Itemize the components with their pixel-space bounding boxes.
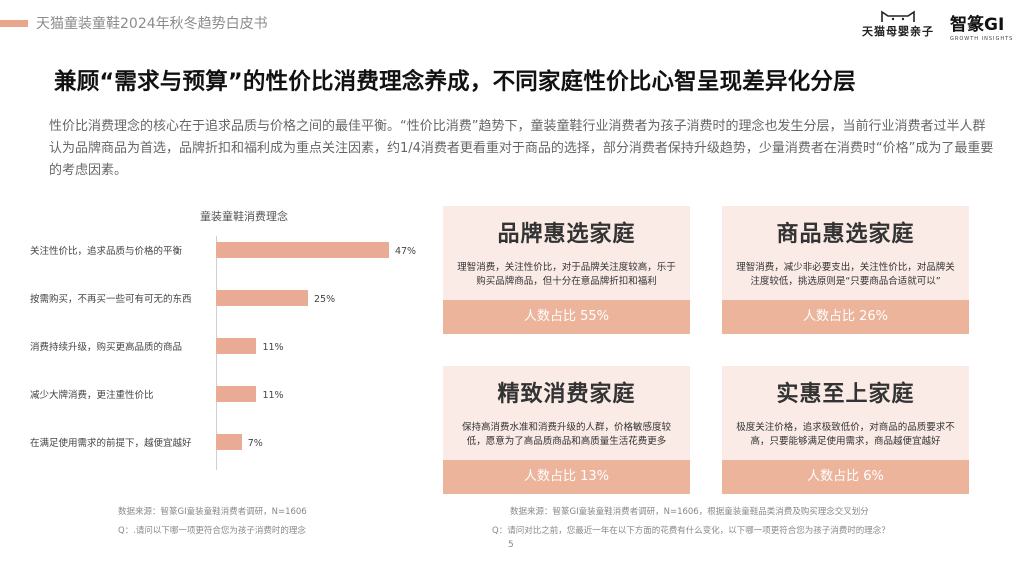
card-title: 精致消费家庭 <box>497 382 636 407</box>
card-title: 商品惠选家庭 <box>776 222 915 247</box>
chart-value-label: 25% <box>314 294 336 305</box>
chart-category-label: 消费持续升级，购买更高品质的商品 <box>30 342 183 353</box>
card-title: 实惠至上家庭 <box>776 382 915 407</box>
header-accent-bar <box>0 20 28 27</box>
chart-value-label: 7% <box>247 438 263 449</box>
card-price-first-family: 实惠至上家庭 极度关注价格，追求极致低价，对商品的品质要求不高，只要能够满足使用… <box>722 366 969 494</box>
chart-value-label: 11% <box>262 342 284 353</box>
card-share: 人数占比 55% <box>443 300 690 334</box>
card-description: 极度关注价格，追求极致低价，对商品的品质要求不高，只要能够满足使用需求，商品越便… <box>736 422 955 447</box>
top-bar: 天猫童装童鞋2024年秋冬趋势白皮书 天猫母婴亲子 智篆GI GROWTH IN… <box>0 0 1024 50</box>
chart-bar <box>216 242 389 258</box>
card-share: 人数占比 6% <box>722 460 969 494</box>
tmall-cat-icon <box>881 10 915 22</box>
card-description: 保持高消费水准和消费升级的人群，价格敏感度较低，愿意为了高品质商品和高质量生活花… <box>461 422 671 447</box>
consumption-concept-bar-chart: 童装童鞋消费理念 关注性价比，追求品质与价格的平衡 47% 按需购买，不再买一些可有… <box>20 200 440 490</box>
chart-bar <box>216 386 257 402</box>
chart-bar <box>216 290 308 306</box>
left-survey-question: Q：.请问以下哪一项更符合您为孩子消费时的理念 <box>118 526 306 536</box>
chart-value-label: 47% <box>394 246 417 257</box>
page-number: 5 <box>508 540 514 550</box>
chart-bar <box>216 338 257 354</box>
chart-category-label: 按需购买，不再买一些可有可无的东西 <box>30 294 192 305</box>
tmall-logo: 天猫母婴亲子 <box>862 10 944 42</box>
card-description: 理智消费，关注性价比，对于品牌关注度较高，乐于购买品牌商品，但十分在意品牌折扣和… <box>457 262 676 287</box>
card-description: 理智消费，减少非必要支出，关注性价比，对品牌关注度较低，挑选原则是“只要商品合适… <box>736 262 955 287</box>
right-survey-question: Q：请问对比之前，您最近一年在以下方面的花费有什么变化，以下哪一项更符合您为孩子… <box>492 526 890 536</box>
intro-paragraph: 性价比消费理念的核心在于追求品质与价格之间的最佳平衡。“性价比消费”趋势下，童装… <box>49 119 994 178</box>
left-data-source: 数据来源：智篆GI童装童鞋消费者调研，N=1606 <box>118 507 307 517</box>
tmall-logo-text: 天猫母婴亲子 <box>862 25 934 38</box>
chart-category-label: 关注性价比，追求品质与价格的平衡 <box>30 246 183 257</box>
card-product-value-family: 商品惠选家庭 理智消费，减少非必要支出，关注性价比，对品牌关注度较低，挑选原则是… <box>722 206 969 334</box>
page-headline: 兼顾“需求与预算”的性价比消费理念养成，不同家庭性价比心智呈现差异化分层 <box>54 69 856 95</box>
gi-logo-subtitle: GROWTH INSIGHTS <box>950 36 1014 42</box>
report-title: 天猫童装童鞋2024年秋冬趋势白皮书 <box>36 16 268 32</box>
card-brand-value-family: 品牌惠选家庭 理智消费，关注性价比，对于品牌关注度较高，乐于购买品牌商品，但十分… <box>443 206 690 334</box>
card-title: 品牌惠选家庭 <box>497 222 636 247</box>
card-refined-spending-family: 精致消费家庭 保持高消费水准和消费升级的人群，价格敏感度较低，愿意为了高品质商品… <box>443 366 690 494</box>
chart-category-label: 减少大牌消费，更注重性价比 <box>30 390 154 401</box>
chart-bar <box>216 434 242 450</box>
chart-title: 童装童鞋消费理念 <box>200 210 288 223</box>
gi-logo: 智篆GI GROWTH INSIGHTS <box>950 10 1014 42</box>
card-share: 人数占比 13% <box>443 460 690 494</box>
chart-value-label: 11% <box>262 390 284 401</box>
chart-category-label: 在满足使用需求的前提下，越便宜越好 <box>30 438 192 449</box>
right-data-source: 数据来源：智篆GI童装童鞋消费者调研，N=1606，根据童装童鞋品类消费及购买理… <box>510 507 869 517</box>
card-share: 人数占比 26% <box>722 300 969 334</box>
gi-logo-text: 智篆GI <box>950 15 1005 35</box>
